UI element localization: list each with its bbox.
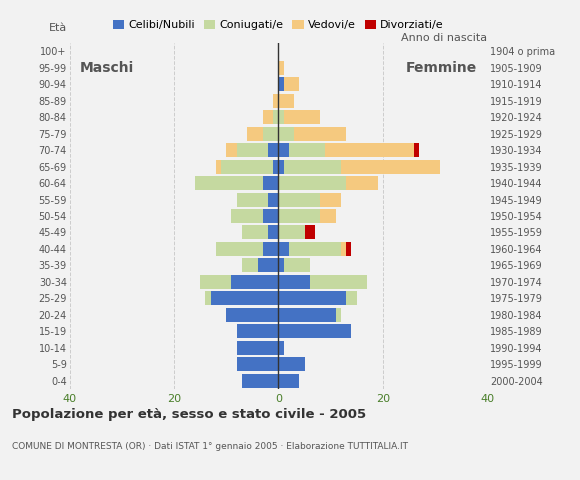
Bar [263, 127, 278, 141]
Bar [278, 61, 284, 75]
Bar [216, 160, 221, 174]
Bar [226, 308, 278, 322]
Bar [284, 258, 310, 272]
Bar [278, 160, 284, 174]
Bar [346, 242, 351, 256]
Bar [247, 127, 263, 141]
Bar [278, 127, 294, 141]
Bar [278, 192, 320, 206]
Bar [242, 373, 278, 387]
Text: COMUNE DI MONTRESTA (OR) · Dati ISTAT 1° gennaio 2005 · Elaborazione TUTTITALIA.: COMUNE DI MONTRESTA (OR) · Dati ISTAT 1°… [12, 442, 408, 451]
Bar [289, 242, 341, 256]
Bar [278, 357, 304, 371]
Bar [278, 226, 304, 240]
Text: Femmine: Femmine [405, 61, 477, 75]
Bar [278, 291, 346, 305]
Bar [237, 192, 268, 206]
Bar [278, 209, 320, 223]
Bar [341, 242, 346, 256]
Bar [216, 242, 263, 256]
Bar [263, 242, 278, 256]
Bar [268, 143, 278, 157]
Bar [278, 77, 284, 91]
Bar [320, 209, 336, 223]
Text: Età: Età [49, 24, 67, 33]
Bar [284, 77, 299, 91]
Bar [268, 192, 278, 206]
Text: Popolazione per età, sesso e stato civile - 2005: Popolazione per età, sesso e stato civil… [12, 408, 366, 421]
Bar [273, 110, 278, 124]
Bar [237, 341, 278, 355]
Bar [320, 192, 341, 206]
Bar [278, 275, 310, 289]
Bar [346, 291, 357, 305]
Bar [258, 258, 278, 272]
Bar [278, 258, 284, 272]
Bar [278, 324, 351, 338]
Bar [278, 373, 299, 387]
Text: Maschi: Maschi [80, 61, 135, 75]
Bar [211, 291, 278, 305]
Bar [237, 324, 278, 338]
Bar [242, 258, 258, 272]
Bar [336, 308, 341, 322]
Bar [284, 160, 341, 174]
Bar [278, 242, 289, 256]
Bar [278, 341, 284, 355]
Text: Anno di nascita: Anno di nascita [401, 33, 487, 43]
Bar [294, 127, 346, 141]
Bar [278, 143, 289, 157]
Bar [263, 110, 273, 124]
Bar [263, 209, 278, 223]
Bar [231, 275, 278, 289]
Bar [221, 160, 273, 174]
Bar [200, 275, 231, 289]
Bar [273, 94, 278, 108]
Bar [278, 176, 346, 190]
Bar [226, 143, 237, 157]
Bar [414, 143, 419, 157]
Legend: Celibi/Nubili, Coniugati/e, Vedovi/e, Divorziati/e: Celibi/Nubili, Coniugati/e, Vedovi/e, Di… [108, 15, 448, 35]
Bar [289, 143, 325, 157]
Bar [273, 160, 278, 174]
Bar [195, 176, 263, 190]
Bar [341, 160, 440, 174]
Bar [231, 209, 263, 223]
Bar [278, 308, 336, 322]
Bar [278, 94, 294, 108]
Bar [278, 110, 284, 124]
Bar [346, 176, 378, 190]
Bar [304, 226, 315, 240]
Bar [242, 226, 268, 240]
Bar [263, 176, 278, 190]
Bar [325, 143, 414, 157]
Bar [205, 291, 211, 305]
Bar [284, 110, 320, 124]
Bar [268, 226, 278, 240]
Bar [310, 275, 367, 289]
Bar [237, 357, 278, 371]
Bar [237, 143, 268, 157]
